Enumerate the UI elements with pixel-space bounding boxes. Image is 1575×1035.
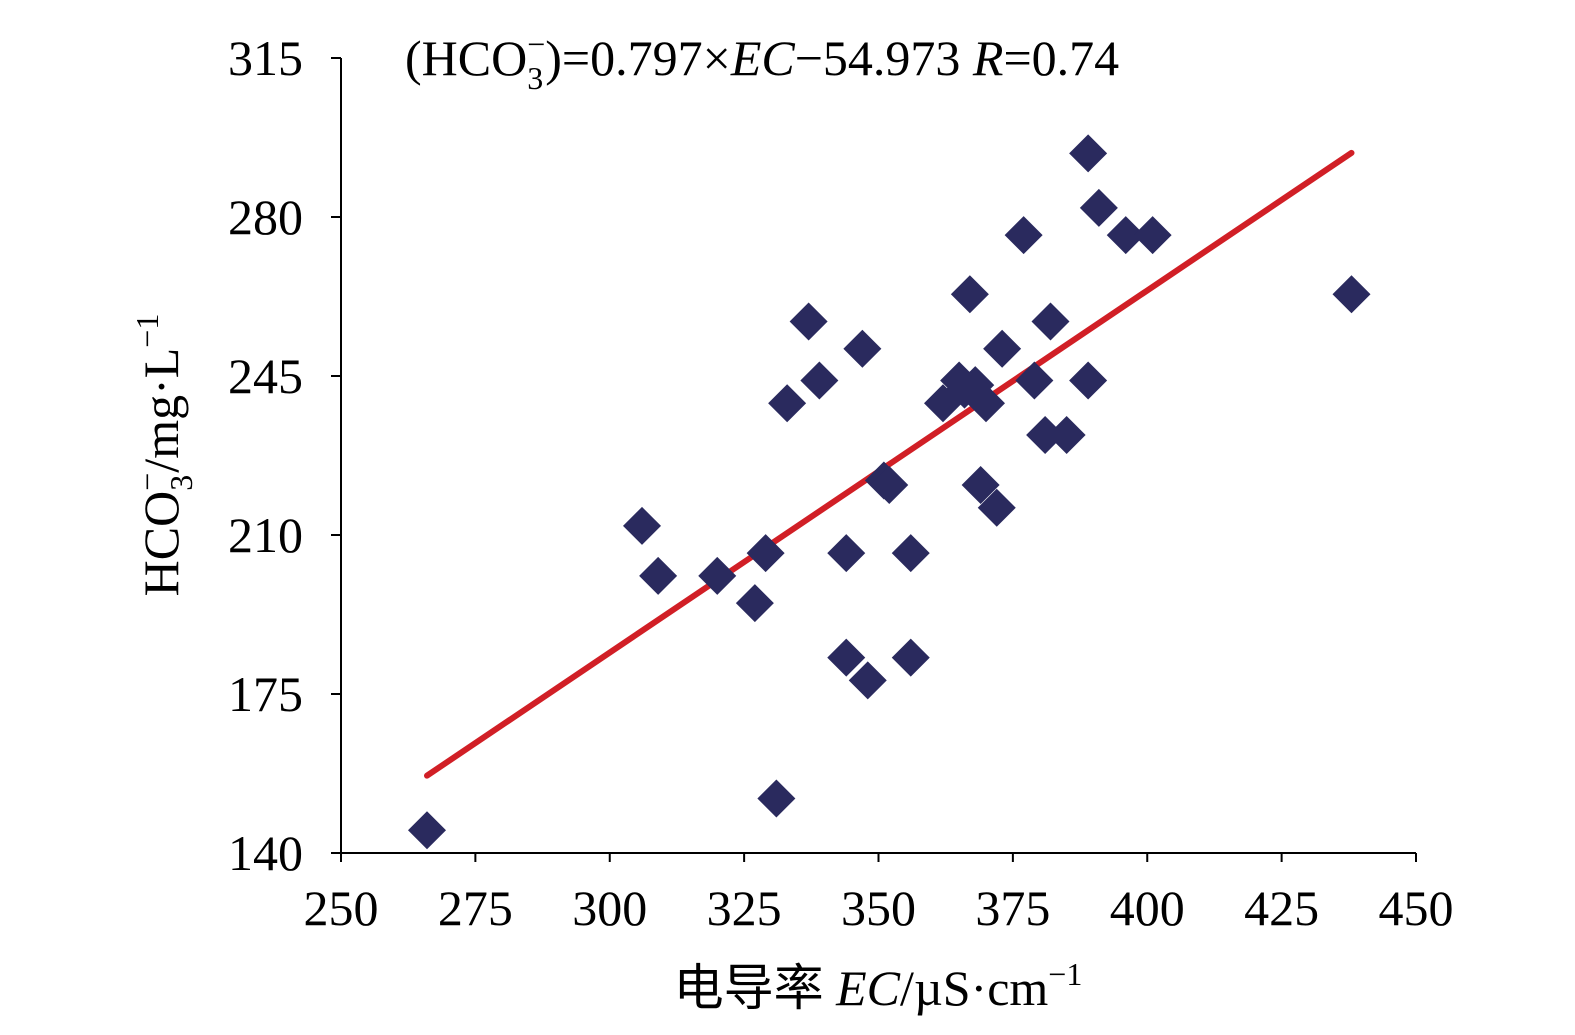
data-point xyxy=(848,661,887,700)
y-tick-label: 140 xyxy=(228,825,303,881)
data-point xyxy=(1133,216,1172,255)
x-tick-label: 425 xyxy=(1244,880,1319,936)
y-axis-ticks: 140 175 210 245 280 315 xyxy=(228,30,341,881)
x-axis-title: 电导率 EC/µS·cm−1 xyxy=(674,956,1083,1016)
x-tick-label: 400 xyxy=(1110,880,1185,936)
y-axis-title: HCO3−/mg·L−1 xyxy=(129,314,199,597)
data-point xyxy=(891,534,930,573)
y-tick-label: 245 xyxy=(228,348,303,404)
data-point xyxy=(1069,361,1108,400)
data-point xyxy=(870,466,909,505)
data-point xyxy=(789,302,828,341)
data-point xyxy=(746,534,785,573)
data-point xyxy=(800,361,839,400)
x-axis-ticks: 250 275 300 325 350 375 400 425 450 xyxy=(304,853,1454,936)
data-point xyxy=(1004,216,1043,255)
data-point xyxy=(1106,216,1145,255)
x-tick-label: 350 xyxy=(841,880,916,936)
data-point xyxy=(639,556,678,595)
data-point xyxy=(757,779,796,818)
data-point xyxy=(967,384,1005,423)
trendline-layer xyxy=(424,149,1355,779)
data-point xyxy=(977,488,1016,527)
data-point xyxy=(983,329,1022,368)
x-tick-label: 375 xyxy=(975,880,1050,936)
y-tick-label: 280 xyxy=(228,189,303,245)
data-point xyxy=(623,506,661,545)
data-points-layer xyxy=(408,134,1371,850)
data-point xyxy=(698,556,737,595)
y-tick-label: 210 xyxy=(228,507,303,563)
data-point xyxy=(735,584,774,623)
data-point xyxy=(1069,134,1108,173)
data-point xyxy=(891,638,930,677)
data-point xyxy=(408,811,446,850)
data-point xyxy=(961,466,1000,505)
y-tick-label: 175 xyxy=(228,666,303,722)
data-point xyxy=(1026,416,1065,455)
x-tick-label: 275 xyxy=(438,880,513,936)
x-tick-label: 300 xyxy=(572,880,647,936)
data-point xyxy=(1079,188,1118,227)
trendline xyxy=(424,149,1355,779)
x-tick-label: 250 xyxy=(304,880,379,936)
data-point xyxy=(843,329,882,368)
data-point xyxy=(1047,416,1086,455)
y-tick-label: 315 xyxy=(228,30,303,86)
data-point xyxy=(827,638,866,677)
data-point xyxy=(1015,361,1054,400)
x-tick-label: 325 xyxy=(707,880,782,936)
data-point xyxy=(1332,275,1371,314)
data-point xyxy=(950,275,989,314)
regression-equation: (HCO3−)=0.797×EC−54.973 R=0.74 xyxy=(405,26,1119,96)
data-point xyxy=(1031,302,1070,341)
data-point xyxy=(768,384,807,423)
x-tick-label: 450 xyxy=(1379,880,1454,936)
data-point xyxy=(827,534,866,573)
